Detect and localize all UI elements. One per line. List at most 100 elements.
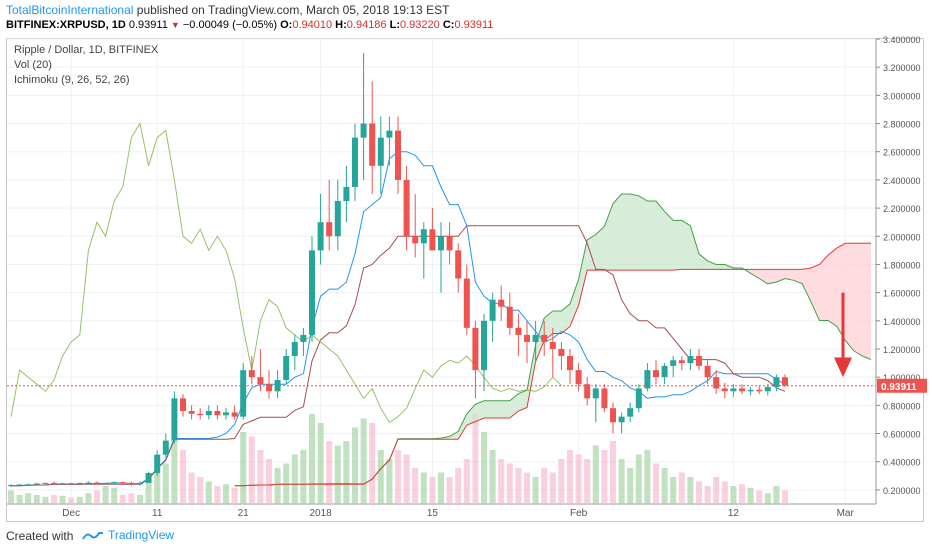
ichimoku-cloud-segment: [604, 203, 613, 271]
ichimoku-cloud-segment: [484, 400, 493, 419]
candle-body: [635, 388, 642, 409]
candle-body: [180, 398, 186, 411]
candle-body: [532, 334, 539, 342]
volume-bar: [51, 495, 57, 504]
candle-body: [231, 412, 238, 417]
volume-bar: [197, 477, 204, 504]
close-label: C:: [442, 19, 455, 31]
ichimoku-cloud-segment: [759, 269, 768, 284]
legend-ichimoku: Ichimoku (9, 26, 52, 26): [14, 74, 130, 86]
volume-bar: [25, 493, 32, 504]
y-tick-label: 3.400000: [883, 35, 921, 45]
volume-bar: [309, 414, 315, 504]
ichimoku-cloud-segment: [793, 269, 803, 284]
volume-bar: [94, 490, 100, 504]
volume-bar: [704, 486, 711, 504]
volume-bar: [670, 477, 677, 504]
candle-body: [223, 412, 229, 416]
ichimoku-cloud-segment: [767, 269, 777, 284]
candle-body: [171, 398, 178, 441]
candle-body: [721, 388, 728, 392]
volume-bar: [180, 450, 186, 504]
high-value: 0.94186: [346, 19, 387, 31]
ichimoku-cloud-segment: [690, 225, 699, 270]
ichimoku-cloud-segment: [527, 344, 536, 408]
ichimoku-cloud-segment: [853, 243, 863, 357]
footer: Created with TradingView: [0, 522, 932, 550]
ichimoku-cloud-segment: [647, 201, 656, 271]
volume-bar: [395, 450, 401, 504]
y-tick-label: 1.800000: [883, 260, 921, 270]
tradingview-logo-icon: [82, 531, 103, 540]
volume-bar: [756, 490, 763, 504]
candle-body: [515, 327, 522, 335]
arrow-annotation-head-icon: [834, 357, 852, 378]
ichimoku-cloud-segment: [458, 413, 467, 440]
volume-bar: [782, 490, 788, 504]
volume-bar: [317, 423, 324, 504]
legend-volume: Vol (20): [14, 59, 52, 71]
last-price: 0.93911: [128, 19, 168, 31]
price-chart[interactable]: 0.200000 0.400000 0.600000 0.800000 1.000000…: [0, 0, 932, 522]
ichimoku-cloud-segment: [862, 243, 871, 360]
candle-body: [326, 222, 333, 237]
ichimoku-cloud-segment: [518, 390, 527, 411]
volume-bar: [481, 432, 487, 504]
tradingview-link[interactable]: TradingView: [82, 528, 174, 542]
candle-body: [240, 370, 247, 417]
ichimoku-cloud-segment: [802, 267, 811, 302]
candle-body: [713, 377, 720, 389]
candle-body: [248, 370, 255, 378]
symbol-label: BITFINEX:XRPUSD, 1D: [6, 19, 126, 31]
volume-bar: [549, 472, 556, 504]
volume-bar: [171, 441, 178, 504]
legend-title: Ripple / Dollar, 1D, BITFINEX: [14, 44, 159, 56]
candle-body: [592, 388, 599, 399]
candle-body: [274, 380, 281, 392]
volume-bar: [102, 486, 109, 504]
y-tick-label: 2.800000: [883, 120, 921, 130]
candle-body: [197, 413, 204, 416]
volume-bar: [412, 468, 419, 504]
candle-body: [16, 484, 23, 486]
author-link[interactable]: TotalBitcoinInternational: [6, 3, 134, 17]
volume-bar: [678, 472, 685, 504]
candle-body: [670, 360, 677, 366]
candle-body: [8, 484, 14, 486]
candle-body: [266, 384, 272, 392]
candle-body: [524, 334, 530, 342]
y-tick-label: 0.800000: [883, 401, 921, 411]
ichimoku-cloud-segment: [613, 194, 622, 271]
down-triangle-icon: ▼: [170, 20, 180, 30]
ichimoku-cloud-segment: [845, 243, 854, 351]
candle-body: [334, 201, 341, 237]
volume-bar: [627, 468, 634, 504]
candle-body: [549, 341, 556, 349]
y-tick-label: 1.200000: [883, 345, 921, 355]
candle-body: [291, 341, 298, 357]
volume-bar: [532, 477, 539, 504]
y-tick-label: 3.000000: [883, 91, 921, 101]
candle-body: [111, 482, 118, 484]
ichimoku-cloud-segment: [449, 431, 459, 440]
volume-bar: [610, 441, 616, 504]
candle-body: [102, 483, 109, 485]
ichimoku-cloud-segment: [656, 201, 665, 271]
candle-body: [489, 299, 496, 321]
candle-body: [395, 130, 401, 180]
candle-body: [747, 389, 754, 392]
ichimoku-cloud-segment: [475, 400, 484, 422]
ichimoku-cloud-segment: [492, 400, 502, 419]
volume-bar: [489, 450, 496, 504]
candle-body: [644, 370, 651, 389]
volume-bar: [59, 495, 66, 504]
low-value: 0.93220: [400, 19, 440, 31]
candle-body: [42, 482, 49, 484]
candle-body: [764, 387, 771, 392]
candle-body: [119, 482, 126, 484]
ichimoku-cloud-segment: [707, 260, 717, 270]
volume-bar: [111, 487, 118, 504]
volume-bar: [248, 436, 255, 504]
ichimoku-cloud-segment: [750, 269, 760, 279]
ichimoku-cloud-segment: [621, 194, 631, 271]
